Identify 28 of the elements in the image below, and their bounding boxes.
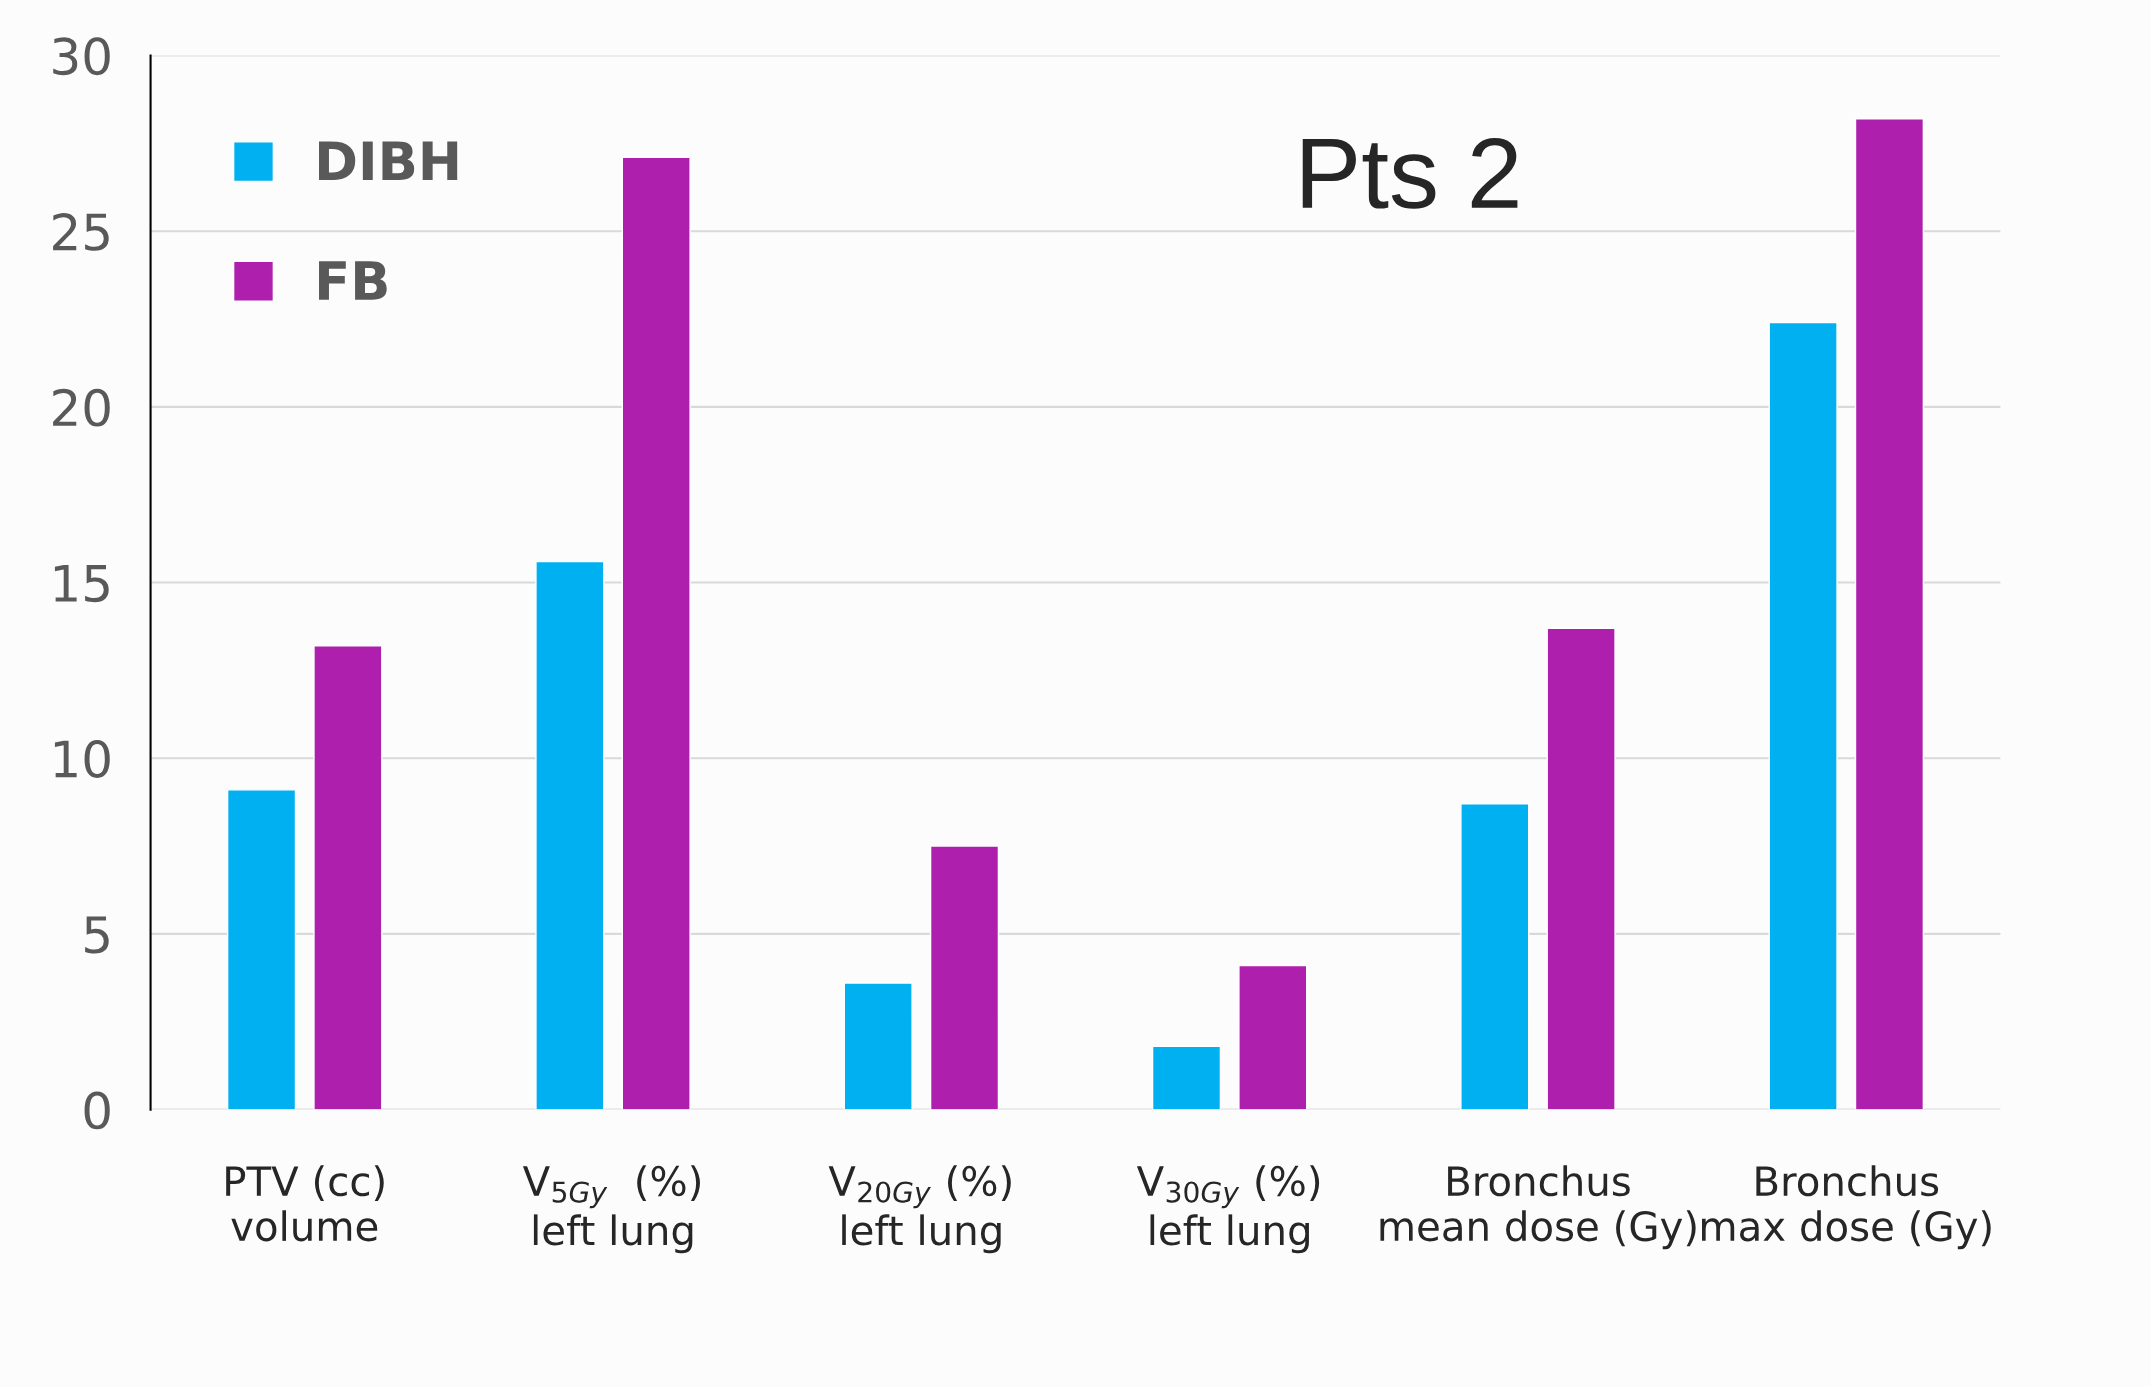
y-tick-label: 25	[53, 213, 109, 251]
bar	[1151, 1045, 1222, 1110]
annotation: Pts 2	[1302, 138, 1518, 209]
y-tick-label: 30	[53, 37, 110, 76]
bar	[1460, 803, 1530, 1110]
x-tick-label: V$_{20Gy}$ (%) left lung	[828, 1165, 1011, 1254]
bar	[226, 789, 297, 1110]
bar	[1768, 321, 1838, 1110]
x-tick-label: V$_{5Gy}$ (%) left lung	[522, 1165, 700, 1254]
bar	[1854, 118, 1925, 1110]
y-tick-label: 15	[54, 565, 109, 603]
y-tick-label: 20	[53, 388, 110, 427]
x-tick-label: Bronchus max dose (Gy)	[1702, 1165, 1991, 1250]
bar	[843, 982, 913, 1110]
x-tick-label: Bronchus mean dose (Gy)	[1380, 1165, 1696, 1250]
bar	[929, 845, 1000, 1110]
x-tick-label: V$_{30Gy}$ (%) left lung	[1136, 1165, 1320, 1254]
y-tick-label: 0	[84, 1091, 110, 1130]
y-tick-label: 5	[85, 916, 109, 954]
legend-label: DIBH	[319, 141, 458, 181]
bar	[621, 156, 691, 1110]
y-tick-label: 10	[54, 740, 110, 778]
bar	[535, 560, 605, 1110]
bar	[313, 645, 383, 1110]
legend-label: FB	[319, 261, 387, 300]
x-tick-label: PTV (cc) volume	[226, 1165, 384, 1242]
bar	[1546, 627, 1616, 1110]
bar	[1238, 964, 1308, 1110]
